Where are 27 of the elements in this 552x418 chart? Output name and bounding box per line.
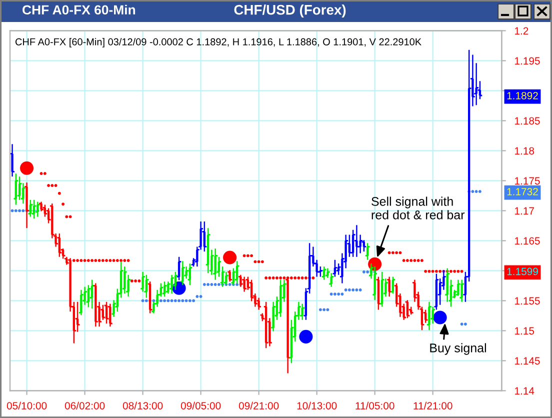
y-tick-label: 1.155	[514, 297, 540, 305]
x-tick-label: 10/13:00	[297, 402, 337, 410]
x-tick-label: 11/21:00	[414, 402, 452, 410]
x-tick-label: 11/05:00	[356, 402, 394, 410]
y-tick-label: 1.17	[514, 207, 534, 214]
y-tick-label: 1.2	[514, 27, 528, 34]
y-tick-label: 1.15	[514, 327, 534, 335]
y-tick-label: 1.185	[514, 117, 540, 125]
x-tick-label: 09/05:00	[180, 402, 221, 410]
x-tick-label: 05/10:00	[6, 402, 47, 410]
x-tick-label: 08/13:00	[122, 402, 163, 410]
annotation: Buy signal	[430, 343, 486, 355]
y-tick-label: 1.14	[514, 387, 534, 394]
x-tick-label: 06/02:00	[64, 402, 105, 410]
x-tick-label: 09/21:00	[238, 402, 279, 410]
y-tick-label: 1.195	[514, 57, 540, 65]
y2-tick-label: 1.1732	[507, 188, 538, 196]
y-tick-label: 1.18	[514, 147, 534, 155]
text: CHF A0-FX 60-Min	[22, 4, 136, 15]
y-tick-label: 1.165	[514, 237, 540, 245]
y2-tick-label: 1.1892	[507, 92, 538, 100]
y-tick-label: 1.145	[514, 357, 540, 365]
chart-title: CHF/USD (Forex)	[234, 4, 346, 18]
annotation: Sell signal with red dot & red bar	[372, 196, 465, 220]
y-tick-label: 1.175	[514, 177, 540, 185]
text: CHF A0-FX [60-Min] 03/12/09 -0.0002 C 1.1892, H 1.1916, L 1.1886, O 1.1901, V 22.2910K	[16, 38, 422, 48]
y2-tick-label: 1.1599	[507, 268, 538, 276]
